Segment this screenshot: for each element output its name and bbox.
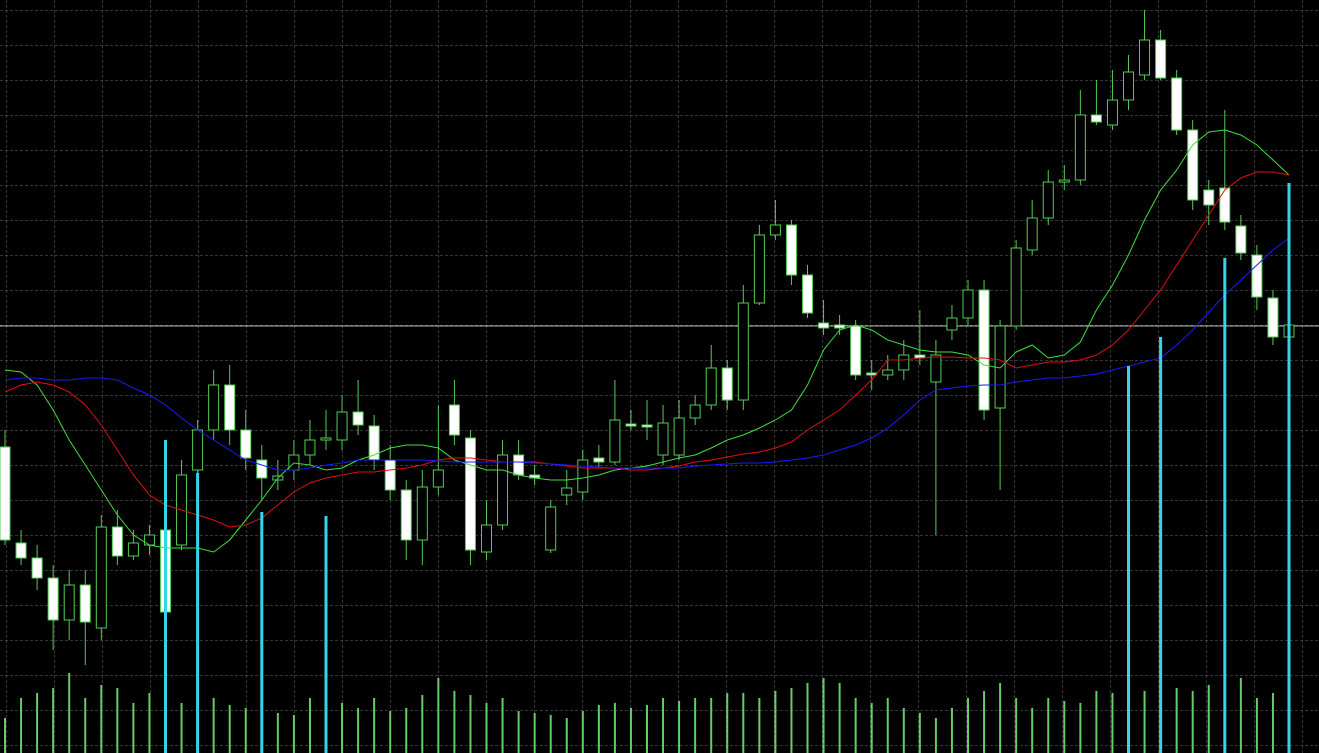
candle-body [497,454,509,526]
candle-body [818,322,830,329]
candle-body [657,422,669,456]
candle-body [416,486,428,541]
candle-body [689,404,701,419]
candle-body [224,384,236,431]
moving-average-line [4,237,1290,471]
candle-body [850,325,862,376]
candle-body [946,317,958,331]
candle-body [304,439,316,456]
candle-body [641,424,653,428]
candle-body [1171,77,1183,131]
moving-average-line [4,171,1290,528]
candle-body [448,404,460,436]
candle-body [609,419,621,463]
candle-body [785,224,797,276]
candle-body [930,354,942,383]
candle-body [721,367,733,401]
candle-body [545,506,557,551]
candle-body [127,542,139,557]
candle-body [769,224,781,236]
candle-body [1042,181,1054,219]
candle-body [192,429,204,471]
candle-body [1251,254,1263,298]
candle-body [79,584,91,623]
candle-body [1267,297,1279,338]
candle-body [737,302,749,401]
candle-body [577,459,589,493]
candle-body [1235,225,1247,254]
candle-body [208,384,220,431]
candle-body [143,534,155,546]
candle-body [1106,99,1118,126]
candle-body [1074,114,1086,181]
candle-body [352,411,364,426]
candle-body [384,459,396,491]
candle-body [111,526,123,557]
candle-body [1203,189,1215,206]
candle-body [1010,247,1022,327]
candle-body [0,446,11,541]
candle-body [15,542,27,559]
candle-body [705,367,717,406]
candle-body [513,454,525,476]
moving-average-line [4,129,1290,553]
candle-body [63,584,75,621]
candle-body [464,437,476,551]
candle-body [1219,187,1231,223]
candle-body [753,234,765,304]
candle-body [978,289,990,411]
candle-body [802,274,813,314]
candle-body [31,557,43,579]
candle-body [256,459,268,479]
candle-body [625,423,637,427]
candle-body [1058,179,1070,183]
candle-body [834,324,846,329]
candle-body [866,372,878,376]
candle-body [561,487,573,496]
candle-body [962,289,974,319]
candle-body [95,526,107,629]
candle-body [432,469,444,488]
candle-body [400,489,412,541]
candle-body [1090,114,1102,123]
candle-body [240,429,252,459]
candle-body [320,437,332,441]
candle-body [673,417,685,456]
candle-body [1155,39,1167,79]
candle-body [898,354,910,371]
candle-body [1187,129,1199,201]
candle-body [882,369,894,376]
candle-body [1139,39,1151,76]
candle-body [47,577,59,621]
candle-body [593,457,605,463]
candle-body [481,524,492,553]
candle-body [1026,217,1038,251]
candle-body [1123,71,1134,101]
candle-body [336,411,348,441]
